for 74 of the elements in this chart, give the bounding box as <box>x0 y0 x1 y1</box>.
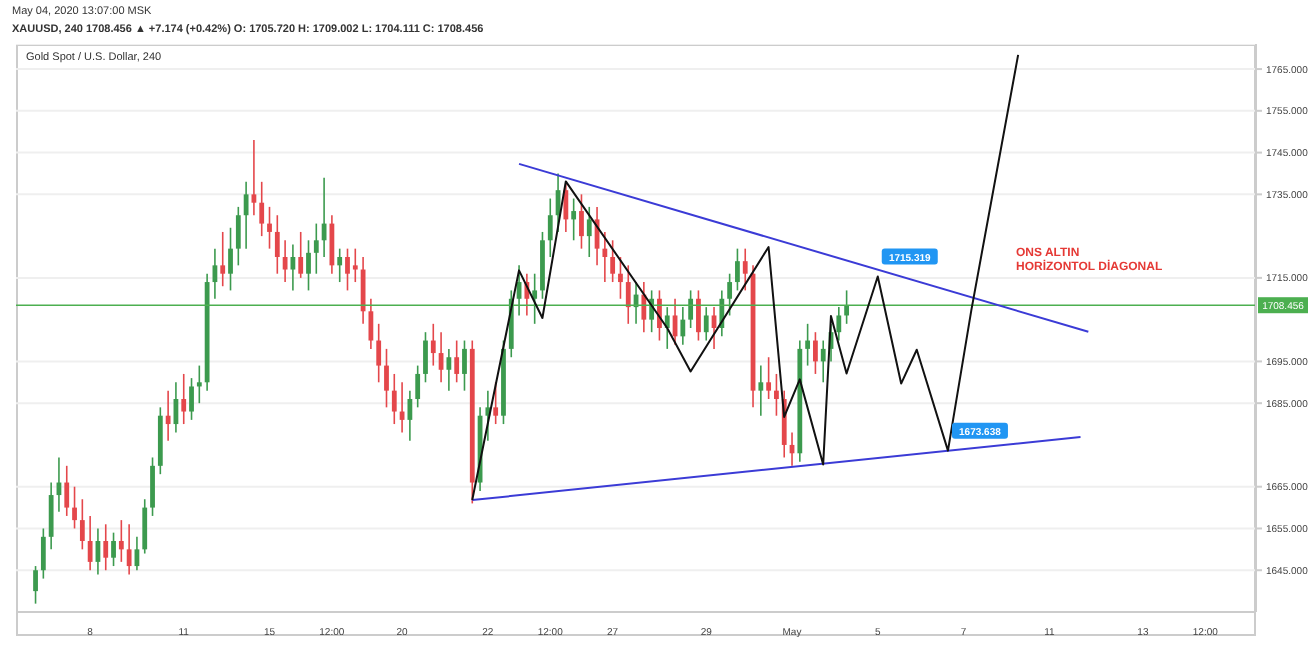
candlestick <box>313 222 319 275</box>
candlestick <box>321 176 327 258</box>
candlestick <box>454 339 460 384</box>
candlestick <box>126 523 132 576</box>
candlestick <box>196 364 202 404</box>
candlestick <box>579 193 584 250</box>
candlestick <box>368 297 374 350</box>
candlestick <box>625 264 631 325</box>
candlestick <box>813 331 818 375</box>
candlestick <box>742 247 748 292</box>
candlestick <box>165 389 171 442</box>
candlestick <box>610 239 616 283</box>
candlestick <box>547 197 553 258</box>
candlestick <box>282 239 288 283</box>
candlestick <box>735 247 740 292</box>
candlestick <box>696 289 701 342</box>
candlestick <box>306 239 311 292</box>
candlestick <box>766 356 772 400</box>
candlestick <box>48 481 54 551</box>
candlestick <box>220 231 226 288</box>
candlestick <box>415 364 421 409</box>
candlestick <box>64 465 70 517</box>
line-series <box>471 53 1020 502</box>
candlestick <box>680 306 686 346</box>
candlestick <box>103 523 109 572</box>
candlestick <box>33 565 38 605</box>
candlestick <box>376 323 382 384</box>
candlestick <box>259 181 265 237</box>
candlestick <box>641 281 647 333</box>
candlestick <box>251 139 257 217</box>
candlestick <box>352 247 358 283</box>
candlestick <box>118 519 124 563</box>
candlestick <box>243 181 249 250</box>
candlestick <box>111 531 116 567</box>
candlestick <box>384 348 389 409</box>
candlestick <box>274 214 280 275</box>
candlestick <box>391 373 397 425</box>
candlestick <box>446 348 452 392</box>
candlestick <box>228 226 233 292</box>
candlestick <box>602 231 608 283</box>
candlestick <box>462 339 467 392</box>
candlestick <box>774 373 779 417</box>
candlestick <box>820 339 826 384</box>
candlestick <box>40 527 46 580</box>
candlestick <box>758 364 764 417</box>
candlestick <box>189 377 194 421</box>
candlestick <box>337 247 343 283</box>
candlestick <box>72 485 77 530</box>
candlestick <box>181 373 187 425</box>
candlestick <box>345 247 350 292</box>
candlestick <box>836 306 842 342</box>
candlestick <box>688 289 694 329</box>
candlestick <box>235 206 241 267</box>
candlestick <box>87 515 93 572</box>
candlestick <box>805 323 811 367</box>
candlestick <box>586 206 592 258</box>
candlestick <box>532 272 538 325</box>
candlestick <box>423 331 428 384</box>
candlestick <box>150 456 155 517</box>
candlestick <box>79 498 85 551</box>
candlestick <box>571 197 577 242</box>
candlestick <box>563 181 569 233</box>
candlestick <box>703 306 709 342</box>
candlestick <box>485 389 491 442</box>
candlestick <box>844 289 850 325</box>
candlestick <box>329 214 335 275</box>
candlestick <box>298 231 304 279</box>
candlestick <box>142 498 148 555</box>
candlestick <box>267 206 272 250</box>
candlestick <box>664 306 670 350</box>
candlestick <box>727 272 733 317</box>
candlestick <box>407 389 413 442</box>
candlestick <box>618 256 623 300</box>
candlestick <box>430 323 436 367</box>
